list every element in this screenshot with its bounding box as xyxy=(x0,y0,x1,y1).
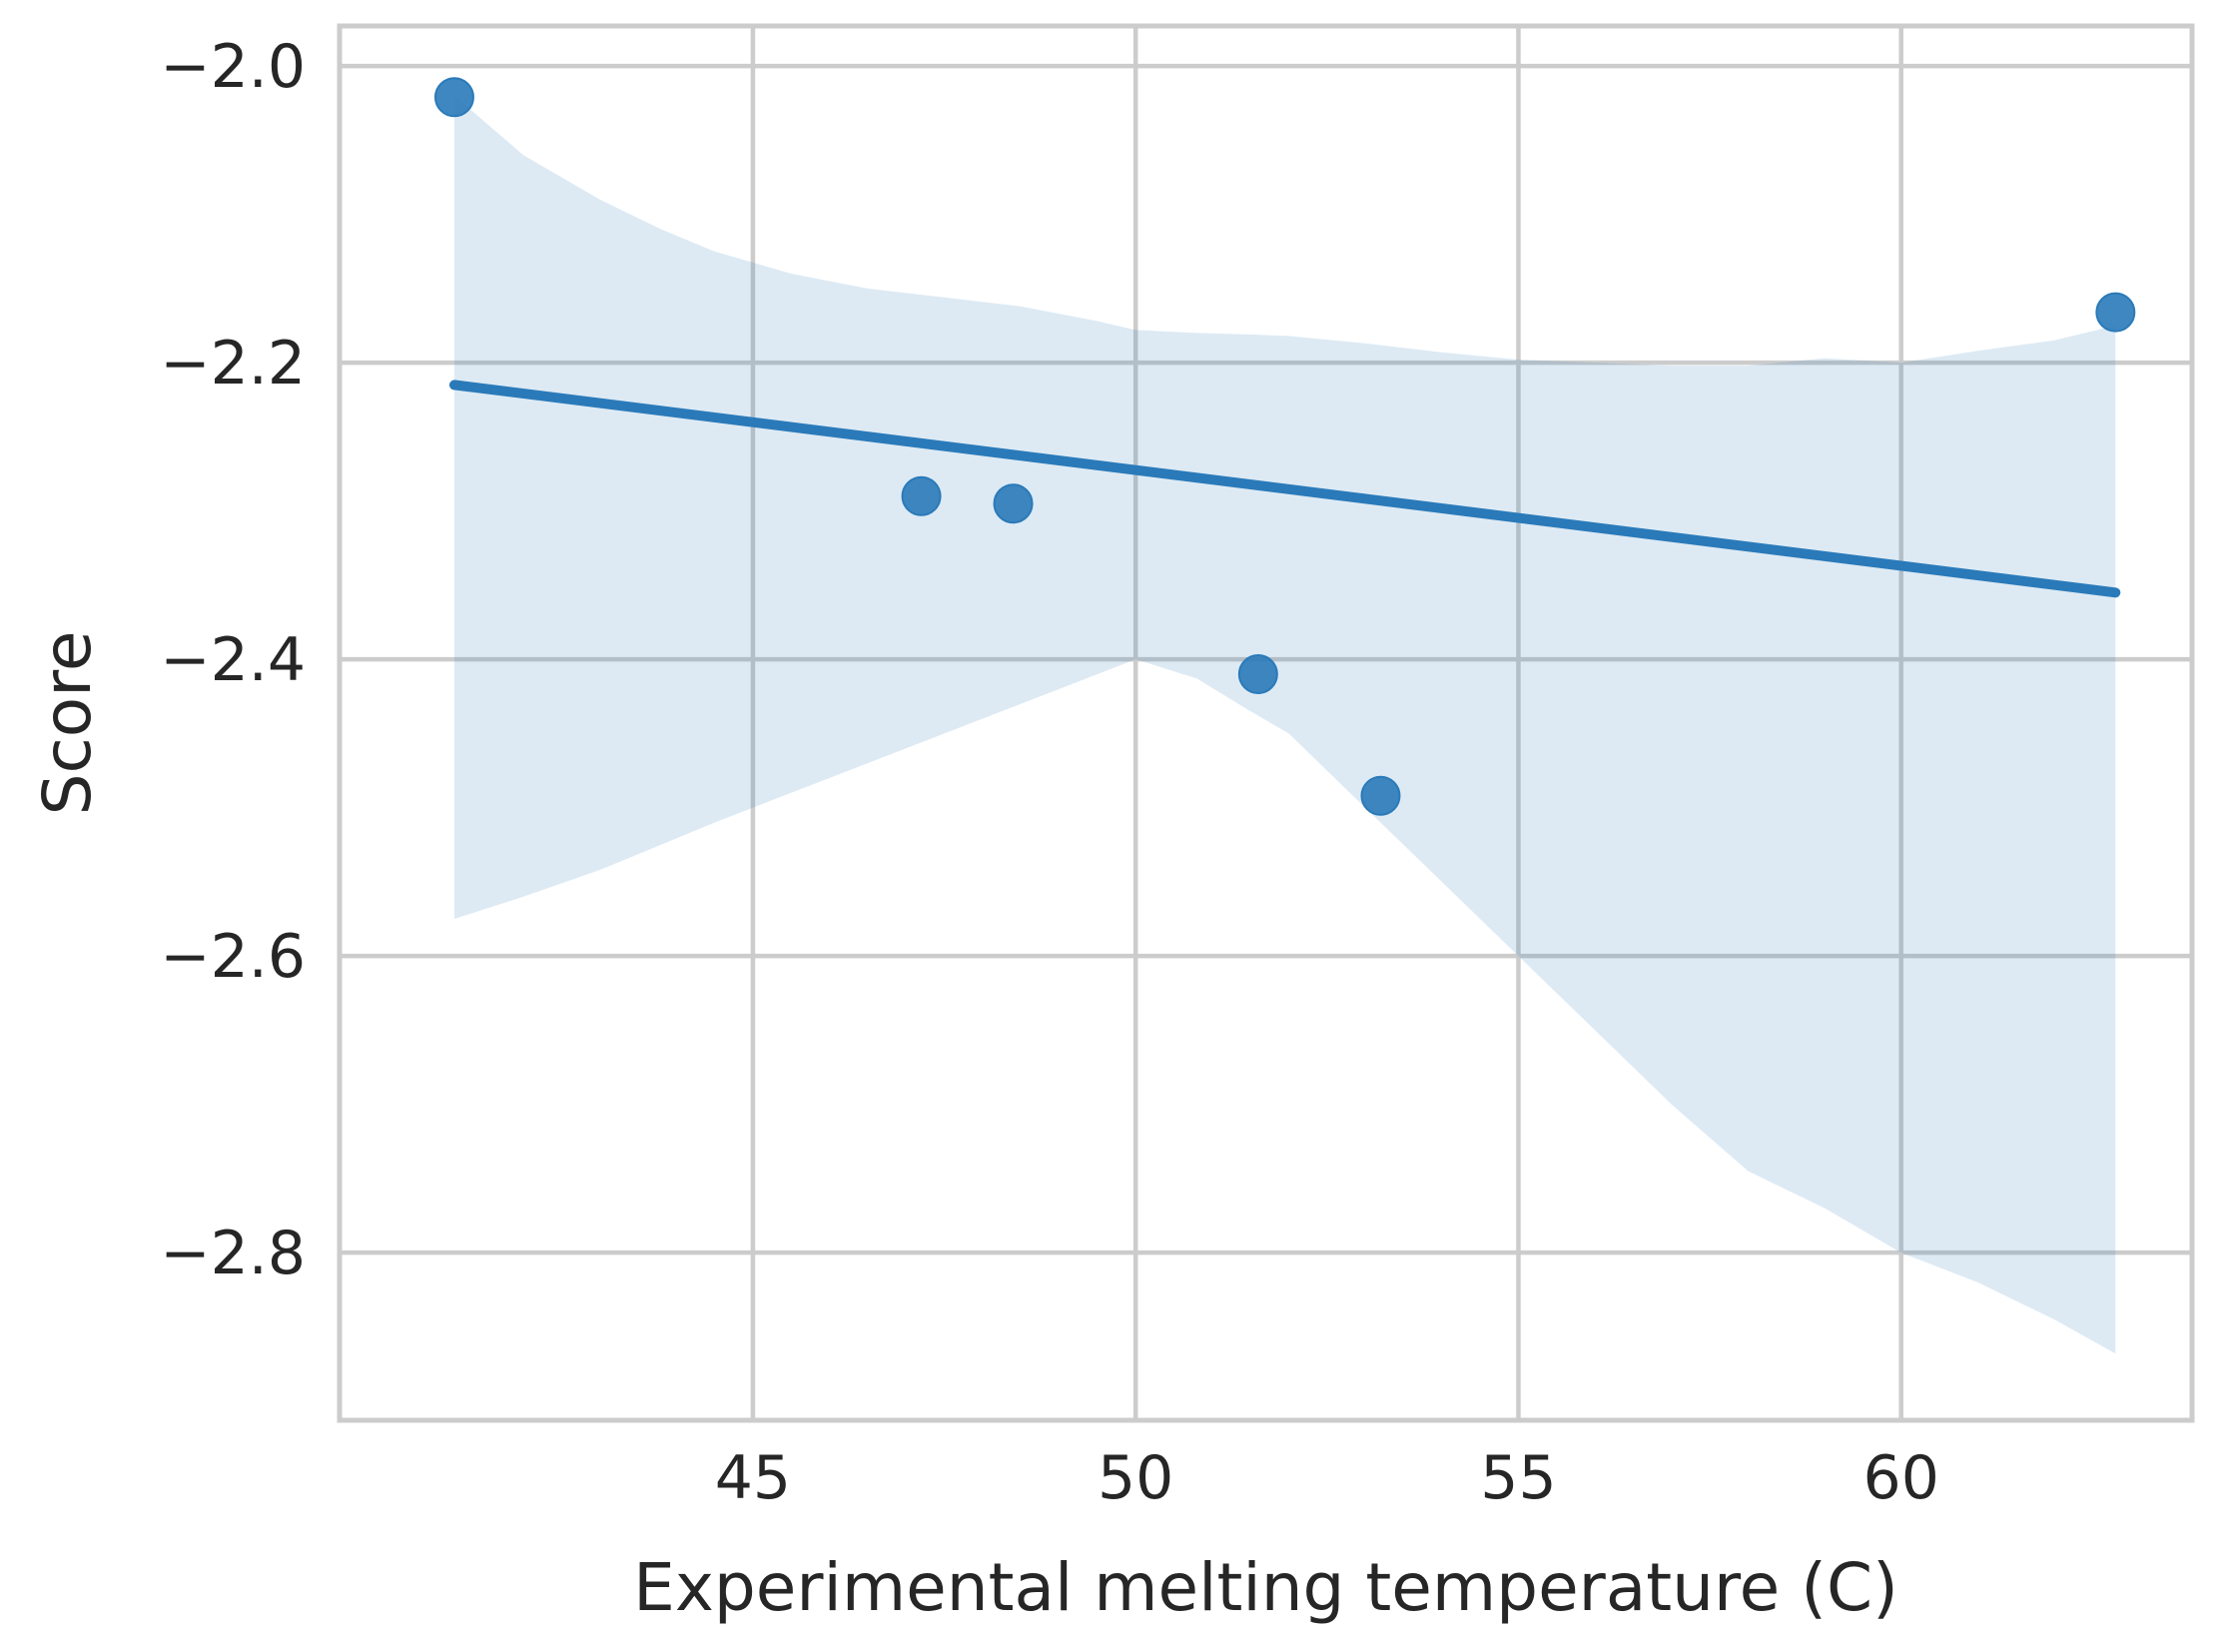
x-axis-label: Experimental melting temperature (C) xyxy=(633,1549,1898,1626)
x-tick-label: 50 xyxy=(1098,1443,1173,1513)
confidence-band xyxy=(454,96,2115,1353)
y-tick-label: −2.2 xyxy=(160,329,306,399)
y-tick-labels: −2.0 −2.2 −2.4 −2.6 −2.8 xyxy=(160,32,306,1288)
data-point xyxy=(2096,294,2134,332)
x-tick-label: 45 xyxy=(715,1443,791,1513)
data-point xyxy=(903,477,941,515)
y-tick-label: −2.8 xyxy=(160,1219,306,1288)
data-point xyxy=(995,484,1033,522)
y-tick-label: −2.6 xyxy=(160,922,306,992)
x-tick-label: 60 xyxy=(1863,1443,1939,1513)
data-point xyxy=(435,78,473,116)
x-tick-labels: 45 50 55 60 xyxy=(715,1443,1939,1513)
y-axis-label: Score xyxy=(29,631,106,816)
data-point xyxy=(1239,655,1277,693)
x-tick-label: 55 xyxy=(1480,1443,1556,1513)
y-tick-label: −2.4 xyxy=(160,625,306,695)
y-tick-label: −2.0 xyxy=(160,32,306,102)
data-point xyxy=(1361,777,1399,815)
confidence-band-layer xyxy=(454,96,2115,1353)
